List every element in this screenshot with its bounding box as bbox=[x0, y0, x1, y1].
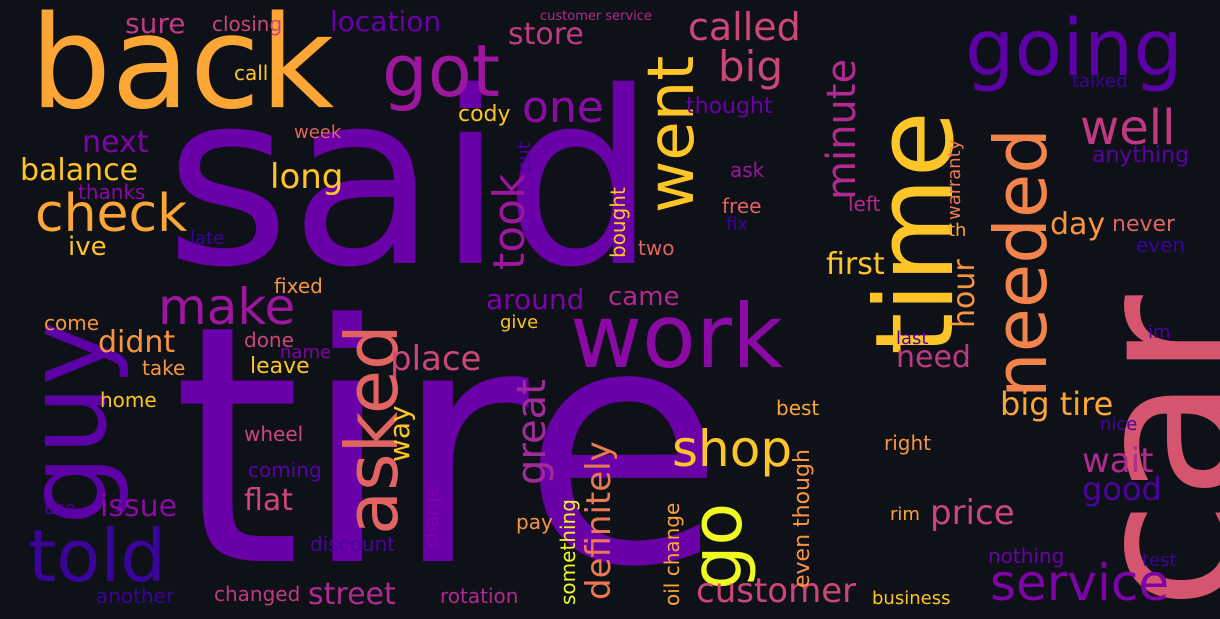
word-ive: ive bbox=[68, 232, 107, 262]
word-test: test bbox=[1142, 550, 1177, 571]
word-store: store bbox=[508, 17, 584, 52]
word-need: need bbox=[896, 340, 971, 375]
word-first: first bbox=[826, 247, 885, 282]
word-rim: rim bbox=[890, 504, 920, 525]
word-business: business bbox=[872, 588, 951, 609]
word-good: good bbox=[1082, 470, 1162, 508]
word-never: never bbox=[1112, 212, 1176, 237]
word-got: got bbox=[382, 29, 500, 113]
word-way: way bbox=[383, 405, 416, 462]
word-coming: coming bbox=[248, 458, 322, 482]
word-take: take bbox=[142, 356, 186, 380]
word-big: big bbox=[718, 42, 783, 91]
word-called: called bbox=[688, 5, 801, 49]
word-late: late bbox=[190, 228, 225, 249]
word-one: one bbox=[522, 82, 604, 133]
word-th: th bbox=[948, 220, 967, 241]
word-make: make bbox=[158, 278, 296, 336]
word-sure: sure bbox=[125, 7, 186, 40]
word-check: check bbox=[35, 184, 188, 244]
word-give: give bbox=[500, 312, 539, 333]
word-came: came bbox=[608, 282, 680, 312]
word-hour: hour bbox=[947, 259, 982, 328]
word-nothing: nothing bbox=[988, 544, 1065, 568]
word-im: im bbox=[1148, 322, 1171, 343]
word-definitely: definitely bbox=[579, 441, 619, 600]
word-location: location bbox=[330, 5, 442, 38]
word-use: use bbox=[44, 498, 76, 519]
word-name: name bbox=[280, 342, 332, 363]
word-something: something bbox=[556, 499, 580, 605]
word-wheel: wheel bbox=[244, 422, 304, 446]
word-went: went bbox=[635, 55, 709, 213]
word-balance: balance bbox=[20, 153, 139, 188]
word-took: took bbox=[484, 173, 535, 270]
word-day: day bbox=[1050, 207, 1106, 242]
word-said: said bbox=[165, 40, 657, 320]
word-leave: leave bbox=[250, 354, 310, 379]
word-tire: tire bbox=[172, 255, 725, 619]
word-going: going bbox=[965, 4, 1183, 94]
word-long: long bbox=[270, 157, 344, 197]
word-nice: nice bbox=[1100, 414, 1138, 435]
word-left: left bbox=[848, 192, 881, 216]
word-ask: ask bbox=[730, 158, 765, 182]
word-put: put bbox=[514, 142, 535, 172]
word-customer: customer bbox=[696, 571, 857, 611]
word-home: home bbox=[100, 388, 157, 412]
word-great: great bbox=[509, 379, 555, 485]
word-didnt: didnt bbox=[98, 325, 176, 360]
word-week: week bbox=[294, 122, 342, 143]
word-pay: pay bbox=[516, 510, 553, 534]
word-fixed: fixed bbox=[274, 274, 323, 298]
word-call: call bbox=[234, 61, 269, 85]
word-wait: wait bbox=[1082, 441, 1154, 481]
word-price: price bbox=[930, 493, 1015, 533]
word-warranty: warranty bbox=[944, 139, 965, 220]
word-minute: minute bbox=[819, 58, 865, 200]
word-big-tire: big tire bbox=[1000, 385, 1114, 423]
word-back: back bbox=[30, 0, 335, 138]
word-flat: flat bbox=[244, 483, 294, 518]
word-changed: changed bbox=[214, 582, 301, 606]
word-oil-change: oil change bbox=[660, 502, 684, 606]
word-bought: bought bbox=[606, 187, 630, 258]
word-discount: discount bbox=[310, 532, 396, 556]
word-thought: thought bbox=[686, 94, 773, 119]
word-two: two bbox=[638, 236, 675, 260]
word-service: service bbox=[990, 554, 1170, 612]
word-come: come bbox=[44, 311, 100, 335]
word-best: best bbox=[776, 396, 820, 420]
word-shop: shop bbox=[672, 420, 793, 478]
word-issue: issue bbox=[100, 489, 178, 524]
word-needed: needed bbox=[979, 128, 1063, 398]
word-charge: charge bbox=[422, 486, 443, 548]
word-cody: cody bbox=[458, 102, 511, 127]
word-another: another bbox=[96, 584, 175, 608]
word-free: free bbox=[722, 194, 762, 218]
word-thanks: thanks bbox=[78, 180, 146, 204]
word-rotation: rotation bbox=[440, 584, 519, 608]
word-told: told bbox=[28, 514, 166, 598]
word-place: place bbox=[390, 339, 482, 379]
word-talked: talked bbox=[1072, 71, 1128, 92]
word-anything: anything bbox=[1092, 143, 1190, 168]
word-done: done bbox=[244, 328, 294, 352]
word-work: work bbox=[570, 285, 783, 388]
word-fix: fix bbox=[726, 214, 748, 235]
word-around: around bbox=[486, 283, 585, 316]
word-last: last bbox=[896, 328, 929, 349]
word-well: well bbox=[1080, 100, 1176, 156]
word-closing: closing bbox=[212, 12, 283, 36]
word-even: even bbox=[1136, 233, 1186, 257]
word-street: street bbox=[308, 577, 396, 612]
word-right: right bbox=[884, 431, 931, 455]
word-customer-service: customer service bbox=[540, 9, 652, 24]
word-next: next bbox=[82, 125, 149, 160]
word-even-though: even though bbox=[790, 449, 815, 588]
